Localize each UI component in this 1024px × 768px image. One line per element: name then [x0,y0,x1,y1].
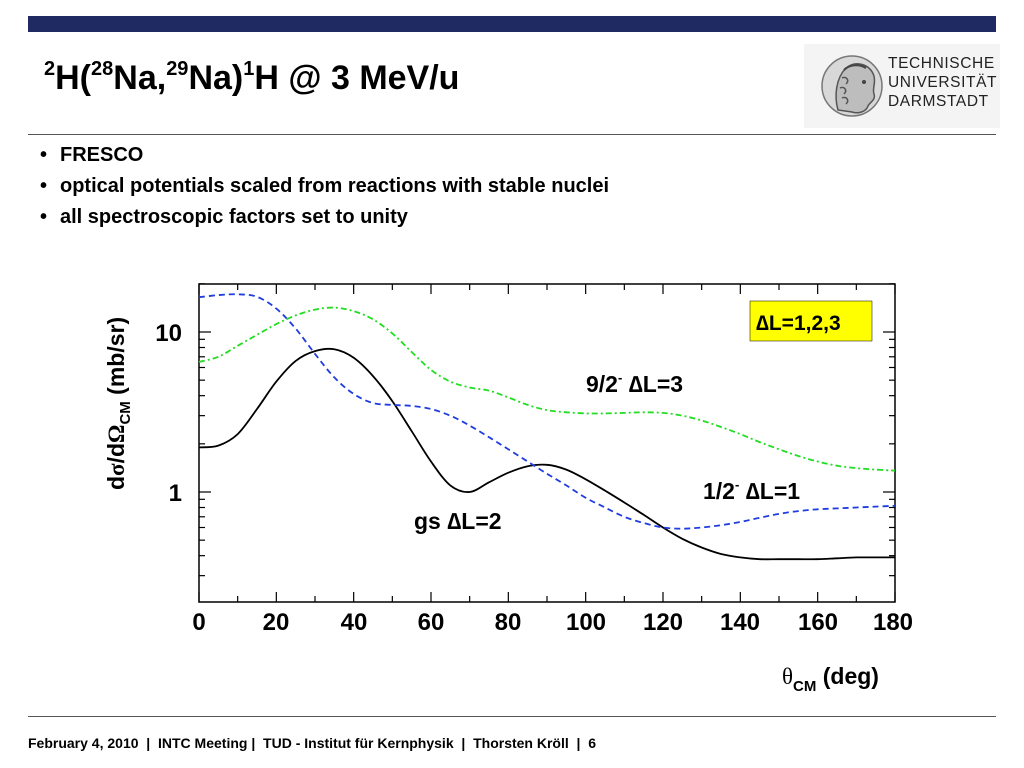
annotation-half: 1/2- ∆L=1 [703,477,800,504]
footer-separator: | [146,735,151,751]
university-logo: TECHNISCHE UNIVERSITÄT DARMSTADT [804,44,1000,128]
x-tick-label: 120 [643,609,683,636]
mass-number-proton: 1 [243,58,255,80]
annotation-ninehalf: 9/2- ∆L=3 [586,370,683,397]
x-tick-label: 160 [798,609,838,636]
header-divider [28,134,996,135]
logo-line-3: DARMSTADT [888,93,989,110]
mass-number-deuteron: 2 [44,58,56,80]
title-part-4: H @ 3 MeV/u [254,59,460,97]
footer-divider [28,716,996,717]
series-line-half [198,293,896,530]
footer-date: February 4, 2010 [28,735,139,751]
footer-event: INTC Meeting [158,735,248,751]
y-axis-label: dσ/dΩCM (mb/sr) [103,317,134,490]
footer-author: Thorsten Kröll [473,735,569,751]
y-tick-label: 10 [155,320,182,347]
series-layer [198,293,896,561]
brand-top-bar [28,16,996,32]
x-tick-label: 180 [873,609,913,636]
title-part-3: Na) [188,59,244,97]
logo-line-1: TECHNISCHE [888,55,995,72]
athena-head-icon [821,55,883,117]
x-tick-label: 0 [192,609,205,636]
x-tick-label: 80 [495,609,522,636]
footer-separator: | [251,735,256,751]
y-tick-label: 1 [169,480,182,507]
footer-page-number: 6 [588,735,597,751]
x-axis-ticks [198,284,896,602]
bullet-item: optical potentials scaled from reactions… [32,171,609,202]
bullet-item: FRESCO [32,140,609,171]
slide-title: 2H(28Na,29Na)1H @ 3 MeV/u [44,58,459,98]
title-part-2: Na, [113,59,167,97]
x-axis-label: θCM (deg) [782,663,879,695]
x-tick-label: 40 [341,609,368,636]
mass-number-na29: 29 [166,58,189,80]
series-line-gs [198,347,895,561]
logo-text: TECHNISCHE UNIVERSITÄT DARMSTADT [888,54,997,111]
y-axis-ticks [199,283,895,577]
y-tick-labels: 1 10 [155,320,182,507]
x-tick-label: 100 [566,609,606,636]
x-tick-labels: 0 20 40 60 80 100 120 140 160 180 [192,609,913,636]
x-tick-label: 60 [418,609,445,636]
footer-separator: | [576,735,581,751]
annotation-gs: gs ∆L=2 [414,508,502,534]
x-tick-label: 20 [263,609,290,636]
highlight-box-label: ∆L=1,2,3 [756,312,841,335]
bullet-item: all spectroscopic factors set to unity [32,202,609,233]
logo-line-2: UNIVERSITÄT [888,74,998,91]
x-tick-label: 140 [720,609,760,636]
series-line-ninehalf [198,306,896,472]
footer-institute: TUD - Institut für Kernphysik [263,735,454,751]
mass-number-na28: 28 [91,58,114,80]
footer: February 4, 2010 | INTC Meeting | TUD - … [28,735,596,751]
bullet-list: FRESCO optical potentials scaled from re… [32,140,609,233]
title-part-1: H( [55,59,92,97]
footer-separator: | [461,735,466,751]
highlight-box [749,300,873,342]
